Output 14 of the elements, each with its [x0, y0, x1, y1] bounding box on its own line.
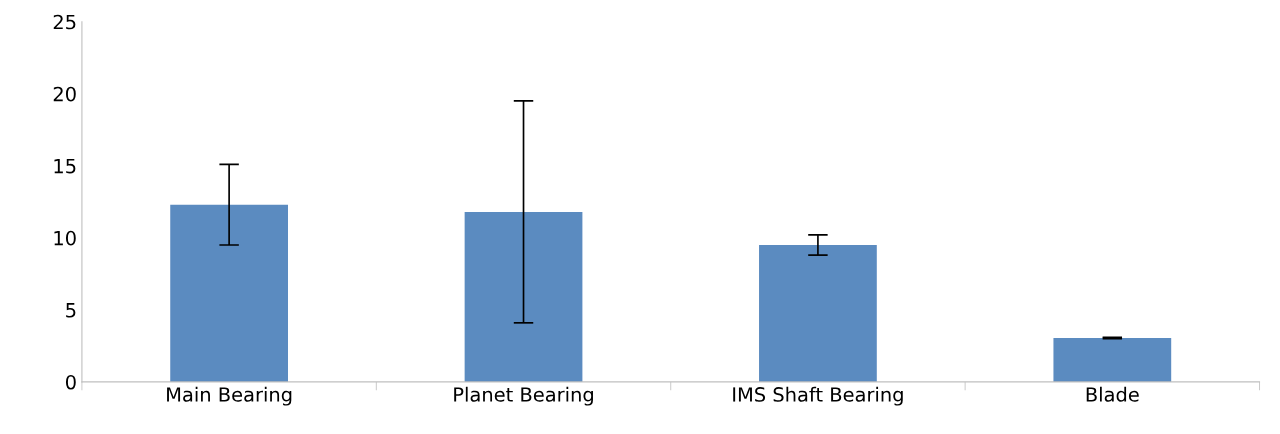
y-tick-label: 20 — [53, 86, 76, 102]
y-tick-label: 10 — [54, 230, 76, 246]
x-tick-label: IMS Shaft Bearing — [733, 386, 903, 406]
y-tick-label: 25 — [53, 14, 76, 30]
bar — [1053, 337, 1172, 382]
y-tick-label: 0 — [65, 374, 76, 390]
y-tick-label: 5 — [66, 303, 76, 318]
x-tick-label: Blade — [1086, 386, 1139, 402]
bar — [759, 245, 877, 382]
x-tick-label: Planet Bearing — [454, 386, 593, 406]
x-tick-label: Main Bearing — [167, 386, 292, 406]
y-tick-label: 15 — [54, 159, 76, 174]
bar — [464, 211, 583, 382]
bar — [170, 204, 288, 382]
